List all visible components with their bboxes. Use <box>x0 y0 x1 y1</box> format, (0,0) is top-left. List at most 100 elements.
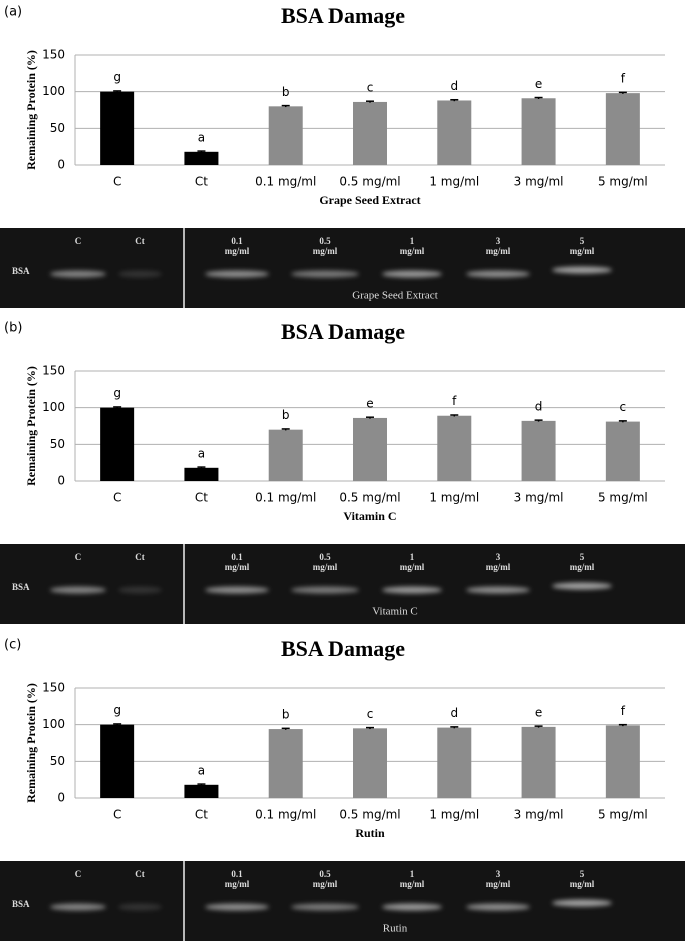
lane-label: mg/ml <box>486 879 511 889</box>
y-tick-label: 50 <box>50 121 65 135</box>
x-tick-label: 0.5 mg/ml <box>339 808 400 822</box>
significance-letter: c <box>367 707 374 721</box>
bar <box>437 727 472 798</box>
lane-label: mg/ml <box>225 879 250 889</box>
gel-band <box>291 903 359 911</box>
significance-letter: f <box>621 72 626 86</box>
bar <box>353 101 387 165</box>
gel-marker: BSA <box>12 899 30 909</box>
gel-caption: Rutin <box>383 923 408 935</box>
x-tick-label: C <box>113 175 121 189</box>
gel-band <box>205 270 269 278</box>
panel-label: (a) <box>4 5 22 20</box>
significance-letter: d <box>535 399 543 413</box>
lane-label: 0.5 <box>319 552 331 562</box>
lane-label: 1 <box>410 236 415 246</box>
x-tick-label: 5 mg/ml <box>598 808 648 822</box>
x-tick-label: 3 mg/ml <box>514 175 564 189</box>
lane-label: 0.5 <box>319 236 331 246</box>
gel-band <box>205 903 269 911</box>
gel-band <box>291 586 359 594</box>
lane-label: Ct <box>135 552 145 562</box>
y-tick-label: 0 <box>57 158 65 172</box>
bar <box>521 420 556 481</box>
chart-title: BSA Damage <box>281 3 405 28</box>
lane-label: mg/ml <box>570 246 595 256</box>
lane-label: mg/ml <box>313 562 338 572</box>
lane-label: mg/ml <box>400 879 425 889</box>
lane-label: C <box>75 552 82 562</box>
bar <box>605 93 640 165</box>
bar <box>605 421 640 481</box>
gel-band <box>466 270 530 278</box>
lane-label: Ct <box>135 236 145 246</box>
x-tick-label: 1 mg/ml <box>429 175 479 189</box>
bar <box>521 726 556 798</box>
y-tick-label: 0 <box>57 474 65 488</box>
gel-band <box>466 903 530 911</box>
bar <box>268 729 303 798</box>
lane-label: 3 <box>496 552 501 562</box>
y-tick-label: 50 <box>50 754 65 768</box>
x-tick-label: 0.1 mg/ml <box>255 491 316 505</box>
lane-label: 0.1 <box>231 552 243 562</box>
lane-label: Ct <box>135 869 145 879</box>
gel-band <box>50 903 106 911</box>
lane-label: mg/ml <box>313 879 338 889</box>
x-tick-label: 3 mg/ml <box>514 808 564 822</box>
y-axis-label: Remaining Protein (%) <box>24 683 38 803</box>
gel-band <box>552 266 612 274</box>
y-axis-label: Remaining Protein (%) <box>24 366 38 486</box>
lane-label: 0.1 <box>231 236 243 246</box>
y-tick-label: 100 <box>42 84 65 98</box>
significance-letter: b <box>282 85 290 99</box>
panel-label: (b) <box>4 321 22 336</box>
gel-band <box>118 270 162 278</box>
gel-band <box>118 903 162 911</box>
gel-band <box>50 270 106 278</box>
y-axis-label: Remaining Protein (%) <box>24 50 38 170</box>
significance-letter: a <box>198 130 205 144</box>
bar <box>353 417 387 481</box>
lane-label: mg/ml <box>486 562 511 572</box>
x-tick-label: 5 mg/ml <box>598 175 648 189</box>
lane-label: C <box>75 869 82 879</box>
gel-caption: Grape Seed Extract <box>352 290 438 302</box>
significance-letter: d <box>450 706 458 720</box>
x-tick-label: 5 mg/ml <box>598 491 648 505</box>
lane-label: 1 <box>410 869 415 879</box>
lane-label: 0.1 <box>231 869 243 879</box>
significance-letter: c <box>367 80 374 94</box>
gel-band <box>382 586 442 594</box>
significance-letter: b <box>282 708 290 722</box>
significance-letter: b <box>282 408 290 422</box>
x-tick-label: 0.5 mg/ml <box>339 491 400 505</box>
panel-label: (c) <box>4 638 21 653</box>
y-tick-label: 150 <box>42 364 65 378</box>
bar <box>100 91 135 165</box>
lane-label: 3 <box>496 236 501 246</box>
x-tick-label: 0.1 mg/ml <box>255 808 316 822</box>
bar <box>184 784 219 798</box>
x-tick-label: C <box>113 808 121 822</box>
gel-marker: BSA <box>12 266 30 276</box>
gel-band <box>382 903 442 911</box>
lane-label: mg/ml <box>400 246 425 256</box>
gel-band <box>382 270 442 278</box>
lane-label: mg/ml <box>225 246 250 256</box>
bar <box>605 725 640 798</box>
x-tick-label: Ct <box>195 491 208 505</box>
bar <box>184 151 219 165</box>
y-tick-label: 100 <box>42 400 65 414</box>
x-axis-label: Vitamin C <box>343 509 396 523</box>
lane-label: mg/ml <box>486 246 511 256</box>
bar <box>437 415 472 481</box>
significance-letter: g <box>113 70 121 84</box>
lane-label: 1 <box>410 552 415 562</box>
lane-label: mg/ml <box>570 562 595 572</box>
lane-label: mg/ml <box>400 562 425 572</box>
bar <box>437 100 472 165</box>
gel-band <box>552 582 612 590</box>
x-tick-label: C <box>113 491 121 505</box>
chart-title: BSA Damage <box>281 319 405 344</box>
